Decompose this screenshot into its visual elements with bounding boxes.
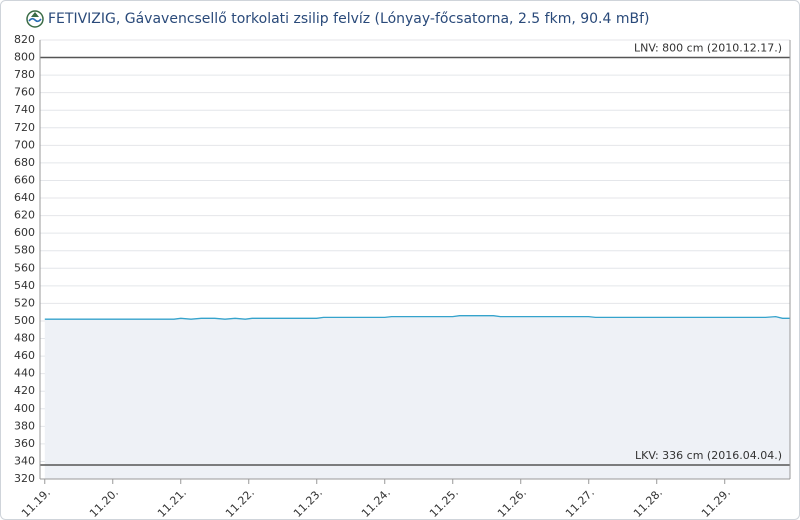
y-tick-label: 780	[14, 68, 35, 81]
y-tick-label: 600	[14, 226, 35, 239]
y-tick-label: 720	[14, 121, 35, 134]
y-tick-label: 340	[14, 454, 35, 467]
y-tick-label: 580	[14, 244, 35, 257]
y-tick-label: 700	[14, 138, 35, 151]
area	[44, 315, 791, 479]
chart-title: FETIVIZIG, Gávavencsellő torkolati zsili…	[48, 11, 650, 27]
y-tick-label: 540	[14, 279, 35, 292]
y-tick-label: 460	[14, 349, 35, 362]
y-tick-label: 820	[14, 33, 35, 46]
y-tick-label: 440	[14, 367, 35, 380]
y-tick-label: 500	[14, 314, 35, 327]
logo	[26, 10, 44, 28]
y-tick-label: 640	[14, 191, 35, 204]
y-tick-label: 360	[14, 437, 35, 450]
y-tick-label: 800	[14, 51, 35, 64]
y-tick-label: 400	[14, 402, 35, 415]
y-tick-label: 380	[14, 419, 35, 432]
y-tick-label: 480	[14, 332, 35, 345]
y-tick-label: 680	[14, 156, 35, 169]
y-tick-label: 660	[14, 173, 35, 186]
y-tick-label: 620	[14, 209, 35, 222]
y-tick-label: 320	[14, 472, 35, 485]
y-tick-label: 520	[14, 296, 35, 309]
y-tick-label: 740	[14, 103, 35, 116]
reference-label: LNV: 800 cm (2010.12.17.)	[634, 42, 782, 55]
y-tick-label: 760	[14, 86, 35, 99]
reference-label: LKV: 336 cm (2016.04.04.)	[635, 449, 782, 462]
line	[44, 315, 790, 320]
y-tick-label: 420	[14, 384, 35, 397]
y-tick-label: 560	[14, 261, 35, 274]
